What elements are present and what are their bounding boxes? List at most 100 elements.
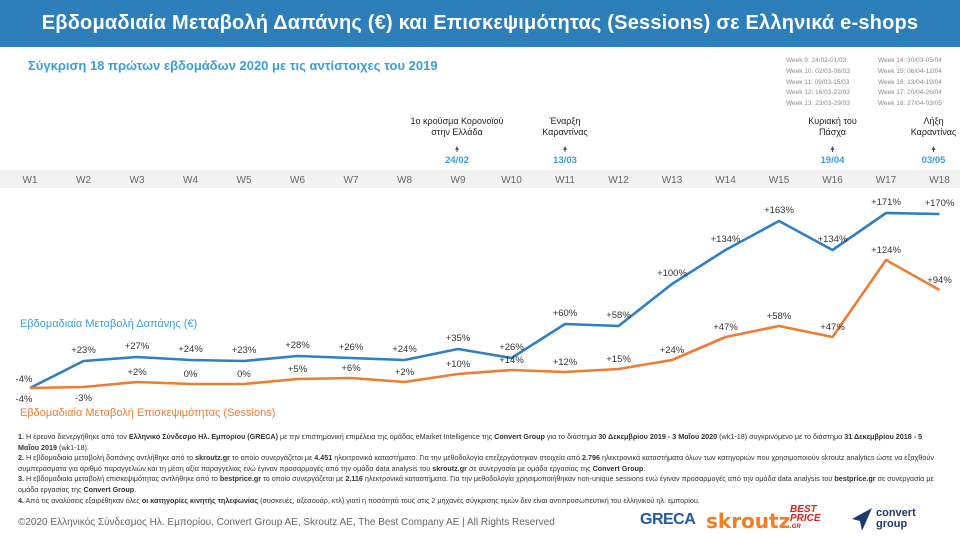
sessions-data-label: 0% bbox=[237, 369, 251, 380]
week-legend-entry: Week 9: 24/02-01/03 bbox=[786, 57, 847, 64]
spend-data-label: +58% bbox=[606, 310, 631, 321]
note-text: (wk1-18) συγκρινόμενο με το διάστημα bbox=[717, 432, 845, 441]
week-legend-column-1: Week 9: 24/02-01/03 Week 10: 02/03-08/03… bbox=[786, 56, 850, 110]
note-number: 1. bbox=[18, 432, 24, 441]
spend-data-label: +26% bbox=[499, 342, 524, 353]
x-tick-label: W8 bbox=[397, 175, 412, 186]
sessions-data-label: +14% bbox=[499, 355, 524, 366]
event-label: 1ο κρούσμα Κορονοϊού bbox=[411, 116, 504, 126]
x-tick-label: W12 bbox=[608, 175, 629, 186]
copyright-footer: ©2020 Ελληνικός Σύνδεσμος Ηλ. Εμπορίου, … bbox=[18, 517, 555, 528]
week-legend-entry: Week 13: 23/03-29/03 bbox=[786, 100, 850, 108]
spend-data-label: +35% bbox=[446, 333, 471, 344]
sessions-data-label: +2% bbox=[127, 367, 147, 378]
bestprice-logo: BEST PRICE .GR bbox=[790, 505, 830, 532]
week-legend-entry: Week 14: 30/03-05/04 bbox=[878, 57, 942, 64]
page-title: Εβδομαδιαία Μεταβολή Δαπάνης (€) και Επι… bbox=[41, 12, 919, 34]
sessions-data-label: +94% bbox=[927, 275, 952, 286]
week-legend-entry: Week 15: 06/04-12/04 bbox=[878, 67, 942, 75]
sessions-data-label: +5% bbox=[288, 364, 308, 375]
convert-logo-line: convert bbox=[876, 507, 916, 519]
event-label: Καραντίνας bbox=[911, 127, 957, 137]
spend-data-label: +24% bbox=[392, 344, 417, 355]
spend-data-label: +170% bbox=[925, 198, 955, 209]
week-legend-column-2: Week 14: 30/03-05/04 Week 15: 06/04-12/0… bbox=[878, 56, 942, 110]
x-tick-label: W11 bbox=[555, 175, 575, 186]
legend-spend: Εβδομαδιαία Μεταβολή Δαπάνης (€) bbox=[20, 318, 197, 330]
x-tick-label: W2 bbox=[76, 175, 91, 186]
event-date: 13/03 bbox=[553, 155, 577, 166]
chart-series bbox=[29, 211, 941, 390]
event-date: 03/05 bbox=[922, 155, 946, 166]
note-text: Ελληνικό Σύνδεσμο Ηλ. Εμπορίου (GRECA) bbox=[128, 432, 278, 441]
sessions-data-label: +6% bbox=[341, 363, 361, 374]
spend-data-label: +171% bbox=[871, 197, 901, 208]
event-date: 19/04 bbox=[821, 155, 845, 166]
sessions-data-label: +15% bbox=[606, 354, 631, 365]
spend-data-label: -4% bbox=[16, 374, 33, 385]
sessions-data-label: +58% bbox=[767, 311, 792, 322]
spend-data-label: +26% bbox=[339, 342, 364, 353]
methodology-notes: 1. Η έρευνα διενεργήθηκε από τον Ελληνικ… bbox=[18, 432, 943, 506]
note-text: οι κατηγορίες κινητής τηλεφωνίας bbox=[141, 495, 259, 505]
sessions-data-label: -4% bbox=[16, 394, 33, 405]
bestprice-logo-line: PRICE bbox=[790, 513, 821, 524]
x-tick-label: W9 bbox=[451, 175, 466, 186]
note-text: skroutz.gr bbox=[195, 453, 230, 463]
x-tick-label: W6 bbox=[290, 175, 305, 186]
note-text: 4.451 bbox=[314, 453, 333, 463]
note-text: skroutz.gr bbox=[432, 463, 467, 473]
note-number: 2. bbox=[18, 453, 24, 463]
x-tick-label: W18 bbox=[929, 175, 950, 186]
spend-data-label: +27% bbox=[125, 341, 150, 352]
spend-data-label: +28% bbox=[285, 340, 310, 351]
x-tick-label: W3 bbox=[130, 175, 145, 186]
partner-logos: GRECA skroutz BEST PRICE .GR convert gro… bbox=[640, 505, 950, 537]
note-number: 3. bbox=[18, 474, 24, 484]
spend-data-label: +23% bbox=[232, 345, 257, 356]
note-item: 2. Η εβδομαδιαία μεταβολή δαπάνης αντλήθ… bbox=[18, 453, 943, 474]
sessions-data-label: +24% bbox=[660, 345, 685, 356]
chart-subtitle: Σύγκριση 18 πρώτων εβδομάδων 2020 με τις… bbox=[28, 58, 438, 73]
arrow-up-icon bbox=[563, 146, 567, 150]
note-text: 30 Δεκεμβρίου 2019 - 3 Μαΐου 2020 bbox=[598, 432, 718, 441]
sessions-data-label: +124% bbox=[871, 245, 901, 256]
note-text: (συσκευές, αξεσουάρ, κτλ) γιατί η ποσότη… bbox=[258, 495, 700, 505]
note-number: 4. bbox=[18, 495, 24, 505]
data-labels: -4% +23% +27% +24% +23% +28% +26% +24% +35% +26% +… bbox=[16, 197, 955, 405]
sessions-data-label: +47% bbox=[713, 322, 738, 333]
event-date: 24/02 bbox=[445, 155, 469, 166]
note-item: 3. Η εβδομαδιαία μεταβολή επισκεψιμότητα… bbox=[18, 474, 943, 495]
week-legend-entry: Week 12: 16/03-22/03 bbox=[786, 89, 850, 97]
note-item: 1. Η έρευνα διενεργήθηκε από τον Ελληνικ… bbox=[18, 432, 943, 453]
x-tick-label: W13 bbox=[662, 175, 683, 186]
note-text: 31 Δεκεμβρίου 2018 - 5 Μαΐου 2019 bbox=[18, 432, 923, 452]
x-tick-label: W14 bbox=[715, 175, 736, 186]
legend-sessions: Εβδομαδιαία Μεταβολή Επισκεψιμότητας (Se… bbox=[20, 407, 275, 419]
sessions-series-line bbox=[29, 258, 941, 390]
convert-arrow-icon bbox=[852, 508, 872, 531]
event-label: Καραντίνας bbox=[542, 127, 588, 137]
note-text: bestprice.gr bbox=[219, 474, 262, 484]
x-tick-label: W17 bbox=[876, 175, 897, 186]
note-text: . bbox=[134, 484, 137, 494]
skroutz-logo: skroutz bbox=[706, 509, 791, 533]
spend-data-label: +24% bbox=[178, 344, 203, 355]
note-text: ηλεκτρονικά καταστήματα. Για την μεθοδολ… bbox=[332, 453, 582, 463]
note-text: το οποίο συνεργάζεται με bbox=[229, 453, 315, 463]
event-label: Κυριακή του bbox=[808, 116, 857, 126]
week-legend-entry: Week 17: 20/04-26/04 bbox=[878, 89, 942, 97]
week-legend-entry: Week 11: 09/03-15/03 bbox=[786, 78, 850, 86]
x-axis-band bbox=[0, 170, 960, 188]
bestprice-logo-line: BEST bbox=[790, 504, 817, 515]
greca-logo: GRECA bbox=[640, 511, 696, 528]
arrow-up-icon bbox=[931, 146, 936, 150]
note-item: 4. Από τις αναλύσεις εξαιρέθηκαν όλες οι… bbox=[18, 496, 943, 507]
note-text: Από τις αναλύσεις εξαιρέθηκαν όλες bbox=[24, 495, 142, 505]
note-text: ηλεκτρονικά καταστήματα όλων των κατηγορ… bbox=[18, 453, 934, 473]
spend-data-label: +134% bbox=[711, 234, 741, 245]
note-text: Η εβδομαδιαία μεταβολή δαπάνης αντλήθηκε… bbox=[24, 453, 196, 463]
note-text: Convert Group bbox=[494, 432, 545, 441]
